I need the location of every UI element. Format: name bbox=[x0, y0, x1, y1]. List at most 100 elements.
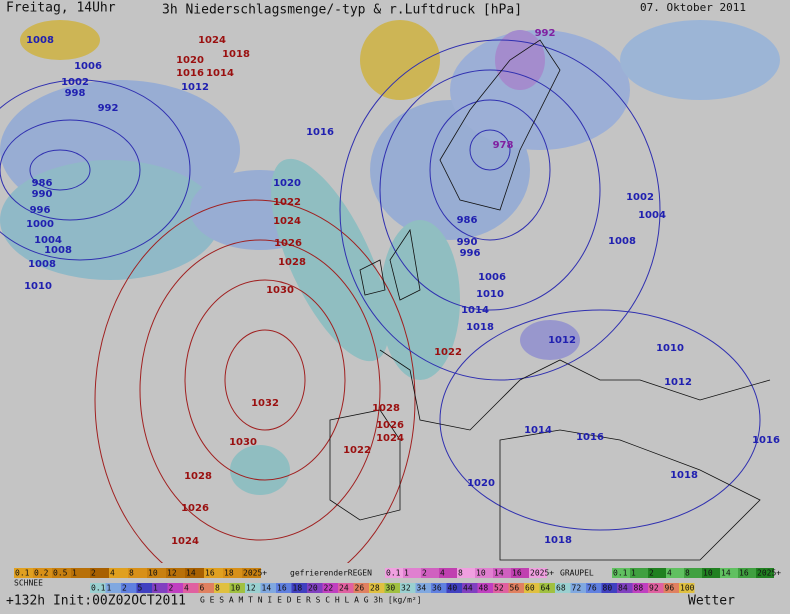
legend-value: 60 bbox=[525, 584, 535, 593]
legend-swatch bbox=[242, 568, 261, 578]
pressure-label: 1014 bbox=[524, 425, 552, 436]
legend-value: 2 bbox=[122, 584, 127, 593]
legend-value: 52 bbox=[494, 584, 504, 593]
pressure-label: 998 bbox=[65, 88, 86, 99]
pressure-label: 1028 bbox=[278, 257, 306, 268]
legend-value: 8 bbox=[129, 569, 134, 578]
legend-swatch bbox=[630, 568, 648, 578]
legend-swatch bbox=[185, 568, 204, 578]
pressure-label: 1012 bbox=[181, 82, 209, 93]
legend-swatch bbox=[14, 568, 33, 578]
legend-swatch bbox=[52, 568, 71, 578]
legend-swatch bbox=[511, 568, 529, 578]
pressure-label: 1030 bbox=[229, 437, 257, 448]
pressure-label: 1010 bbox=[476, 289, 504, 300]
pressure-label: 1010 bbox=[656, 343, 684, 354]
legend-swatch bbox=[524, 583, 540, 593]
legend-swatch bbox=[136, 583, 152, 593]
legend-value: 1 bbox=[404, 569, 409, 578]
pressure-label: 978 bbox=[493, 140, 514, 151]
pressure-label: 1022 bbox=[434, 347, 462, 358]
pressure-labels: 1008100610029989929869909961000100410081… bbox=[24, 28, 780, 547]
legend-value: 20 bbox=[308, 584, 318, 593]
pressure-label: 1018 bbox=[222, 49, 250, 60]
legend-value: 8 bbox=[458, 569, 463, 578]
pressure-label: 1012 bbox=[664, 377, 692, 388]
legend-value: 10 bbox=[703, 569, 713, 578]
legend-swatch bbox=[679, 583, 695, 593]
legend-swatch bbox=[400, 583, 416, 593]
legend-value: 24 bbox=[339, 584, 349, 593]
legend-value: 10 bbox=[148, 569, 158, 578]
legend-swatch bbox=[90, 583, 106, 593]
legend-value: 44 bbox=[463, 584, 473, 593]
legend-value: 36 bbox=[432, 584, 442, 593]
legend-swatch bbox=[109, 568, 128, 578]
legend-value: 100 bbox=[680, 584, 695, 593]
pressure-label: 1022 bbox=[273, 197, 301, 208]
pressure-label: 1004 bbox=[34, 235, 62, 246]
legend-value: 84 bbox=[618, 584, 628, 593]
pressure-label: 1030 bbox=[266, 285, 294, 296]
pressure-label: 1008 bbox=[44, 245, 72, 256]
pressure-label: 990 bbox=[32, 189, 53, 200]
legend-value: 16 bbox=[739, 569, 749, 578]
legend-value: 1 bbox=[153, 584, 158, 593]
pressure-label: 1002 bbox=[626, 192, 654, 203]
legend-value: 0.1 bbox=[91, 584, 106, 593]
pressure-label: 1016 bbox=[576, 432, 604, 443]
legend-value: 14 bbox=[494, 569, 504, 578]
legend-swatch bbox=[421, 568, 439, 578]
legend-value: 34 bbox=[417, 584, 427, 593]
legend-swatch bbox=[529, 568, 547, 578]
legend-value: 2025+ bbox=[530, 569, 554, 578]
freezing-rain-label: gefrierenderREGEN bbox=[290, 569, 372, 578]
legend-swatch bbox=[276, 583, 292, 593]
pressure-label: 1016 bbox=[176, 68, 204, 79]
pressure-label: 992 bbox=[98, 103, 119, 114]
legend-swatch bbox=[90, 568, 109, 578]
legend-swatch bbox=[756, 568, 774, 578]
legend-swatch bbox=[71, 568, 90, 578]
legend-swatch bbox=[415, 583, 431, 593]
legend-swatch bbox=[720, 568, 738, 578]
pressure-label: 1008 bbox=[26, 35, 54, 46]
pressure-label: 1004 bbox=[638, 210, 666, 221]
pressure-label: 1020 bbox=[467, 478, 495, 489]
legend-swatch bbox=[493, 583, 509, 593]
legend-value: 0.5 bbox=[53, 569, 68, 578]
legend-value: 22 bbox=[324, 584, 334, 593]
legend-swatch bbox=[385, 568, 403, 578]
legend-swatch bbox=[338, 583, 354, 593]
total-label: G E S A M T N I E D E R S C H L A G 3h [… bbox=[200, 596, 422, 605]
pressure-label: 996 bbox=[30, 205, 51, 216]
pressure-label: 1006 bbox=[74, 61, 102, 72]
snow-label: SCHNEE bbox=[14, 579, 43, 588]
pressure-label: 1018 bbox=[466, 322, 494, 333]
pressure-label: 996 bbox=[460, 248, 481, 259]
pressure-label: 1014 bbox=[461, 305, 489, 316]
legend-value: 88 bbox=[634, 584, 644, 593]
legend-swatch bbox=[260, 583, 276, 593]
pressure-label: 986 bbox=[32, 178, 53, 189]
date-label: 07. Oktober 2011 bbox=[640, 1, 746, 14]
legend-swatch bbox=[663, 583, 679, 593]
pressure-label: 1028 bbox=[184, 471, 212, 482]
legend-swatch bbox=[105, 583, 121, 593]
pressure-label: 1024 bbox=[376, 433, 404, 444]
pressure-label: 1000 bbox=[26, 219, 54, 230]
legend-swatch bbox=[183, 583, 199, 593]
legend-swatch bbox=[586, 583, 602, 593]
pressure-label: 1022 bbox=[343, 445, 371, 456]
pressure-label: 1032 bbox=[251, 398, 279, 409]
pressure-label: 1024 bbox=[198, 35, 226, 46]
legend-value: 4 bbox=[440, 569, 445, 578]
legend-value: 12 bbox=[167, 569, 177, 578]
legend-value: 10 bbox=[476, 569, 486, 578]
legend: 0.1 0.2 0.5 1 2 4 8 10 12 14 16 18 2025+SCHNEEgefrie… bbox=[14, 568, 781, 609]
legend-swatch bbox=[166, 568, 185, 578]
legend-swatch bbox=[601, 583, 617, 593]
pressure-label: 986 bbox=[457, 215, 478, 226]
legend-value: 8 bbox=[215, 584, 220, 593]
